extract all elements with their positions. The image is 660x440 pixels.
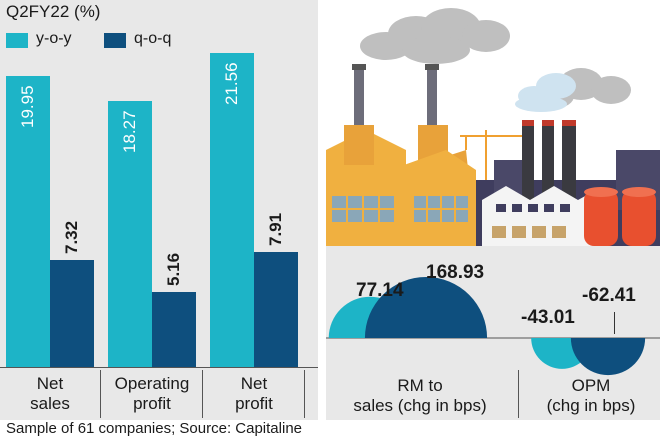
value-label-y-o-y-2: 21.56 (222, 62, 241, 105)
bps-value-y-o-y-1: -43.01 (521, 307, 575, 328)
bps-leader-line (614, 312, 615, 334)
bar-q-o-q-0 (50, 260, 94, 367)
category-label-line: Operating (114, 374, 190, 393)
bps-category-divider (518, 370, 519, 418)
legend-label-qoq: q-o-q (134, 30, 172, 47)
bar-y-o-y-0 (6, 76, 50, 367)
bar-q-o-q-2 (254, 251, 298, 367)
legend-swatch-yoy (6, 33, 28, 48)
bps-value-q-o-q-1: -62.41 (582, 285, 636, 306)
value-label-q-o-q-1: 5.16 (164, 252, 183, 286)
category-divider (100, 370, 101, 418)
bps-value-q-o-q-0: 168.93 (426, 262, 485, 283)
footer-source: Sample of 61 companies; Source: Capitali… (6, 420, 303, 437)
x-axis-baseline (0, 367, 318, 368)
value-label-q-o-q-0: 7.32 (62, 221, 81, 255)
category-label-line: Net (240, 374, 268, 393)
category-divider (202, 370, 203, 418)
value-label-y-o-y-0: 19.95 (18, 85, 37, 129)
bps-value-y-o-y-0: 77.14 (356, 280, 404, 301)
category-label-0: Net sales (6, 374, 94, 414)
category-label-line: profit (133, 394, 171, 413)
value-label-q-o-q-2: 7.91 (266, 212, 285, 246)
factory-illustration (326, 8, 660, 246)
category-label-1: Operating profit (108, 374, 196, 414)
bar-q-o-q-1 (152, 291, 196, 367)
bar-y-o-y-1 (108, 100, 152, 367)
value-label-y-o-y-1: 18.27 (120, 110, 139, 153)
category-divider (304, 370, 305, 418)
semicircle-q-o-q-1 (570, 338, 646, 376)
category-label-2: Net profit (210, 374, 298, 414)
bps-category-label-line: OPM (571, 376, 611, 395)
bps-category-label-1: OPM (chg in bps) (522, 376, 660, 416)
category-label-line: Net (36, 374, 64, 393)
bps-category-label-line: RM to (397, 376, 443, 395)
category-label-line: sales (30, 394, 70, 413)
bps-category-label-line: (chg in bps) (546, 396, 636, 415)
semicircle-q-o-q-0 (364, 276, 488, 338)
chart-title: Q2FY22 (%) (6, 2, 101, 21)
bps-category-label-0: RM to sales (chg in bps) (340, 376, 500, 416)
legend-swatch-qoq (104, 33, 126, 48)
bps-category-label-line: sales (chg in bps) (353, 396, 487, 415)
bps-semicircle-svg (326, 276, 660, 376)
category-label-line: profit (235, 394, 273, 413)
bar-y-o-y-2 (210, 52, 254, 367)
legend-label-yoy: y-o-y (36, 30, 72, 47)
